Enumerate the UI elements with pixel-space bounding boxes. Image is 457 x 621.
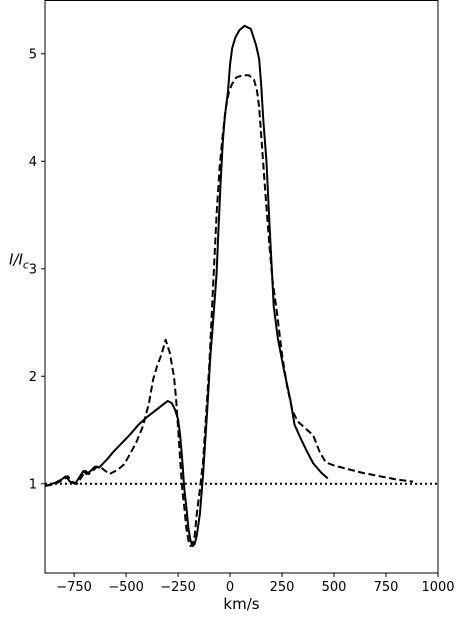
y-axis-label-sub: c bbox=[23, 258, 29, 271]
ticks-layer: −750 −500 −250 0 250 500 750 1000 1 2 3 4 5 bbox=[29, 47, 455, 595]
y-tick-label: 2 bbox=[29, 370, 37, 385]
x-tick-label: 1000 bbox=[421, 580, 454, 595]
series-layer bbox=[44, 24, 438, 548]
x-tick-label: 750 bbox=[374, 580, 399, 595]
x-tick-label: 500 bbox=[322, 580, 347, 595]
plot-frame bbox=[44, 0, 439, 574]
y-tick-label: 4 bbox=[29, 155, 37, 170]
x-axis-label: km/s bbox=[223, 595, 259, 613]
x-tick-label: −750 bbox=[56, 580, 92, 595]
dashed-series-line bbox=[44, 74, 414, 548]
y-tick-label: 3 bbox=[29, 262, 37, 277]
x-tick-label: −250 bbox=[160, 580, 196, 595]
x-tick-label: 0 bbox=[226, 580, 234, 595]
y-tick-label: 5 bbox=[29, 47, 37, 62]
y-axis-label-base: I/I bbox=[9, 250, 23, 268]
x-tick-label: −500 bbox=[108, 580, 144, 595]
y-axis-label: I/Ic bbox=[9, 250, 29, 271]
x-tick-label: 250 bbox=[270, 580, 295, 595]
y-tick-label: 1 bbox=[29, 477, 37, 492]
